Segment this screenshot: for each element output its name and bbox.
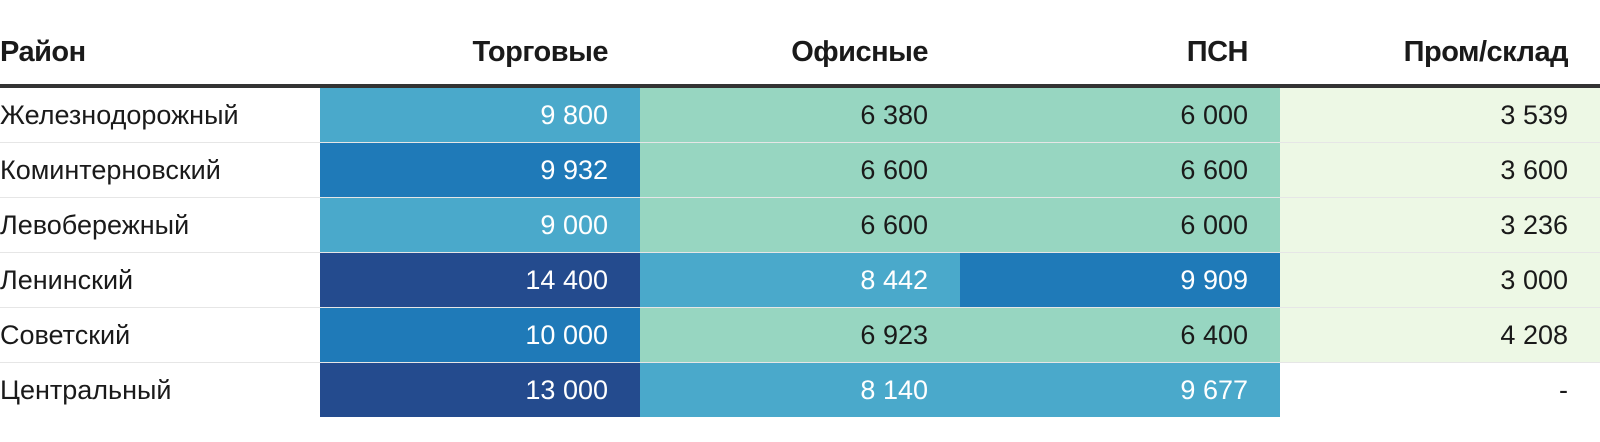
column-header-industrial: Пром/склад (1403, 35, 1569, 68)
cell-industrial: 3 236 (1280, 197, 1600, 253)
cell-psn: 9 677 (960, 362, 1280, 417)
table-row: Коминтерновский 9 932 6 600 6 600 3 600 (0, 142, 1600, 198)
table-row: Центральный 13 000 8 140 9 677- (0, 362, 1600, 417)
cell-office: 6 600 (640, 197, 960, 253)
table-row: Левобережный 9 000 6 600 6 000 3 236 (0, 197, 1600, 253)
cell-office: 6 923 (640, 307, 960, 363)
cell-retail: 14 400 (320, 252, 640, 308)
cell-office: 8 442 (640, 252, 960, 308)
column-header-office: Офисные (791, 35, 928, 68)
cell-office: 8 140 (640, 362, 960, 417)
cell-industrial: 3 539 (1280, 86, 1600, 143)
district-name: Центральный (0, 374, 172, 405)
cell-industrial: 3 000 (1280, 252, 1600, 308)
cell-psn: 6 000 (960, 86, 1280, 143)
cell-retail: 9 932 (320, 142, 640, 198)
column-header-psn: ПСН (1186, 35, 1249, 68)
district-name: Ленинский (0, 252, 320, 308)
district-name: Коминтерновский (0, 142, 320, 198)
cell-industrial: - (1280, 362, 1600, 417)
column-header-retail: Торговые (472, 35, 609, 68)
cell-retail: 13 000 (320, 362, 640, 417)
district-name: Железнодорожный (0, 86, 320, 143)
cell-psn: 6 400 (960, 307, 1280, 363)
cell-psn: 9 909 (960, 252, 1280, 308)
cell-office: 6 380 (640, 86, 960, 143)
cell-industrial: 3 600 (1280, 142, 1600, 198)
cell-office: 6 600 (640, 142, 960, 198)
column-header-district: Район (0, 35, 86, 68)
cell-psn: 6 600 (960, 142, 1280, 198)
cell-retail: 9 800 (320, 86, 640, 143)
district-name: Советский (0, 307, 320, 363)
cell-industrial: 4 208 (1280, 307, 1600, 363)
cell-psn: 6 000 (960, 197, 1280, 253)
heatmap-table: Район Торговые Офисные ПСН Пром/склад Же… (0, 20, 1600, 417)
table-row: Ленинский 14 400 8 442 9 909 3 000 (0, 252, 1600, 308)
header-row: Район Торговые Офисные ПСН Пром/склад (0, 20, 1600, 86)
district-name: Левобережный (0, 197, 320, 253)
table-row: Железнодорожный 9 800 6 380 6 000 3 539 (0, 86, 1600, 143)
table-row: Советский 10 000 6 923 6 400 4 208 (0, 307, 1600, 363)
cell-retail: 9 000 (320, 197, 640, 253)
cell-retail: 10 000 (320, 307, 640, 363)
